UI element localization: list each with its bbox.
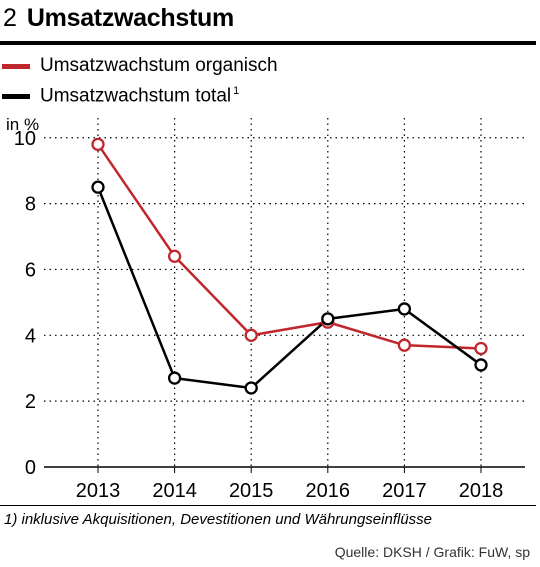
x-tick-label: 2015 — [229, 480, 274, 502]
data-point-total — [244, 381, 258, 395]
legend-footnote-mark: 1 — [233, 84, 240, 97]
footnote: 1) inklusive Akquisitionen, Devestitione… — [4, 511, 433, 528]
series-line-organic — [96, 143, 482, 350]
y-tick-label: 4 — [25, 325, 36, 347]
data-point-total — [474, 358, 488, 372]
y-tick-label: 0 — [25, 457, 36, 479]
x-tick-label: 2013 — [76, 480, 121, 502]
x-tick-label: 2014 — [152, 480, 197, 502]
y-tick-label: 8 — [25, 194, 36, 216]
legend-label-total: Umsatzwachstum total — [40, 85, 232, 107]
figure-title: 2 Umsatzwachstum — [3, 4, 234, 38]
y-tick-label: 10 — [14, 128, 36, 150]
x-tick-label: 2017 — [382, 480, 427, 502]
legend-item-organic: Umsatzwachstum organisch — [0, 51, 278, 81]
data-point-total — [397, 302, 412, 316]
source-credit: Quelle: DKSH / Grafik: FuW, sp — [334, 544, 530, 560]
y-axis-unit-label: in % — [6, 115, 39, 134]
x-tick-label: 2016 — [306, 480, 351, 502]
legend-swatch-organic — [2, 63, 30, 69]
figure-number: 2 — [3, 4, 17, 32]
title-rule — [0, 41, 536, 45]
y-tick-label: 2 — [25, 391, 36, 413]
line-chart: in % 0 2 4 6 8 10 2013 2014 2015 2016 2017 2018 — [6, 115, 525, 502]
data-point-organic — [397, 338, 412, 352]
data-point-organic — [244, 328, 258, 342]
data-point-organic — [167, 249, 182, 263]
data-point-total — [321, 312, 335, 326]
x-tick-label: 2018 — [459, 480, 504, 502]
series-line-total — [96, 186, 482, 390]
chart-title: Umsatzwachstum — [26, 4, 234, 32]
data-point-total — [91, 180, 105, 194]
data-point-total — [167, 371, 182, 385]
data-point-organic — [91, 137, 105, 151]
footnote-rule — [0, 505, 536, 506]
data-point-organic — [474, 341, 488, 356]
legend-item-total: Umsatzwachstum total 1 — [0, 81, 278, 111]
legend: Umsatzwachstum organisch Umsatzwachstum … — [0, 51, 278, 111]
legend-swatch-total — [2, 93, 30, 99]
y-tick-label: 6 — [25, 259, 36, 281]
legend-label-organic: Umsatzwachstum organisch — [40, 55, 278, 76]
